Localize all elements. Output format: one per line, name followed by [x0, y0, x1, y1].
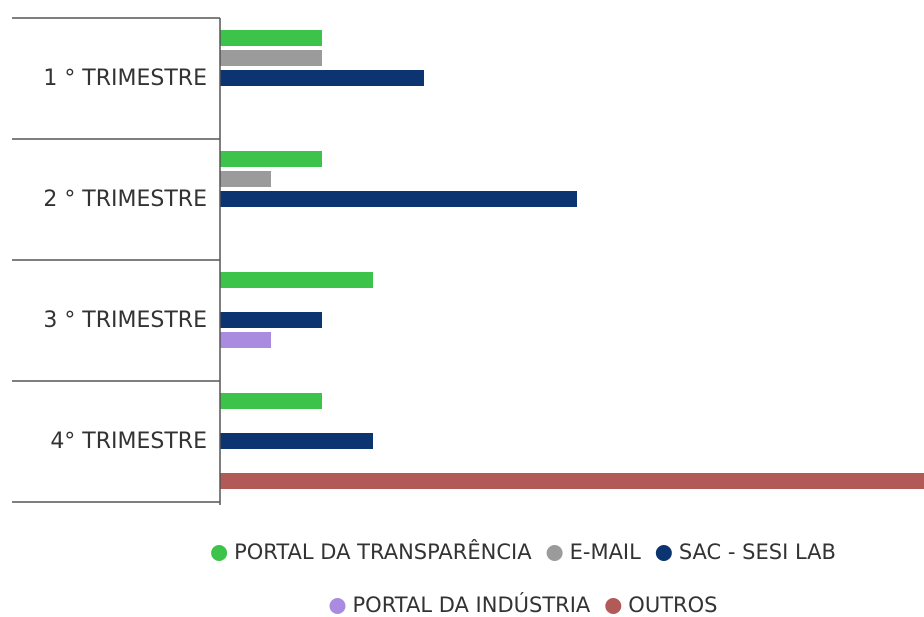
bar	[220, 191, 577, 207]
legend-item: PORTAL DA TRANSPARÊNCIA	[211, 539, 532, 564]
legend-swatch	[329, 598, 346, 614]
legend-swatch	[211, 545, 228, 561]
legend-item: E-MAIL	[546, 540, 642, 564]
bar	[220, 473, 924, 489]
legend-label: OUTROS	[628, 593, 717, 617]
legend-label: E-MAIL	[570, 540, 642, 564]
legend-label: PORTAL DA INDÚSTRIA	[353, 592, 591, 617]
bar	[220, 312, 322, 328]
bar	[220, 272, 373, 288]
legend-label: SAC - SESI LAB	[679, 540, 836, 564]
y-tick-label: 3 ° TRIMESTRE	[43, 308, 207, 333]
bar	[220, 393, 322, 409]
legend: PORTAL DA TRANSPARÊNCIA E-MAIL SAC - SESI …	[211, 539, 836, 564]
legend-item: SAC - SESI LAB	[655, 540, 836, 564]
legend-swatch	[546, 545, 563, 561]
y-tick-label: 2 ° TRIMESTRE	[43, 187, 207, 212]
legend-swatch	[605, 598, 622, 614]
bar	[220, 70, 424, 86]
legend-item: OUTROS	[605, 593, 717, 617]
bar	[220, 433, 373, 449]
bar	[220, 50, 322, 66]
legend: PORTAL DA INDÚSTRIA OUTROS	[329, 592, 717, 617]
legend-item: PORTAL DA INDÚSTRIA	[329, 592, 591, 617]
bar	[220, 171, 271, 187]
legend-swatch	[655, 545, 672, 561]
bar	[220, 151, 322, 167]
legend-label: PORTAL DA TRANSPARÊNCIA	[234, 539, 532, 564]
y-tick-label: 1 ° TRIMESTRE	[43, 66, 207, 91]
bar	[220, 332, 271, 348]
bar	[220, 30, 322, 46]
y-tick-label: 4° TRIMESTRE	[50, 429, 207, 454]
